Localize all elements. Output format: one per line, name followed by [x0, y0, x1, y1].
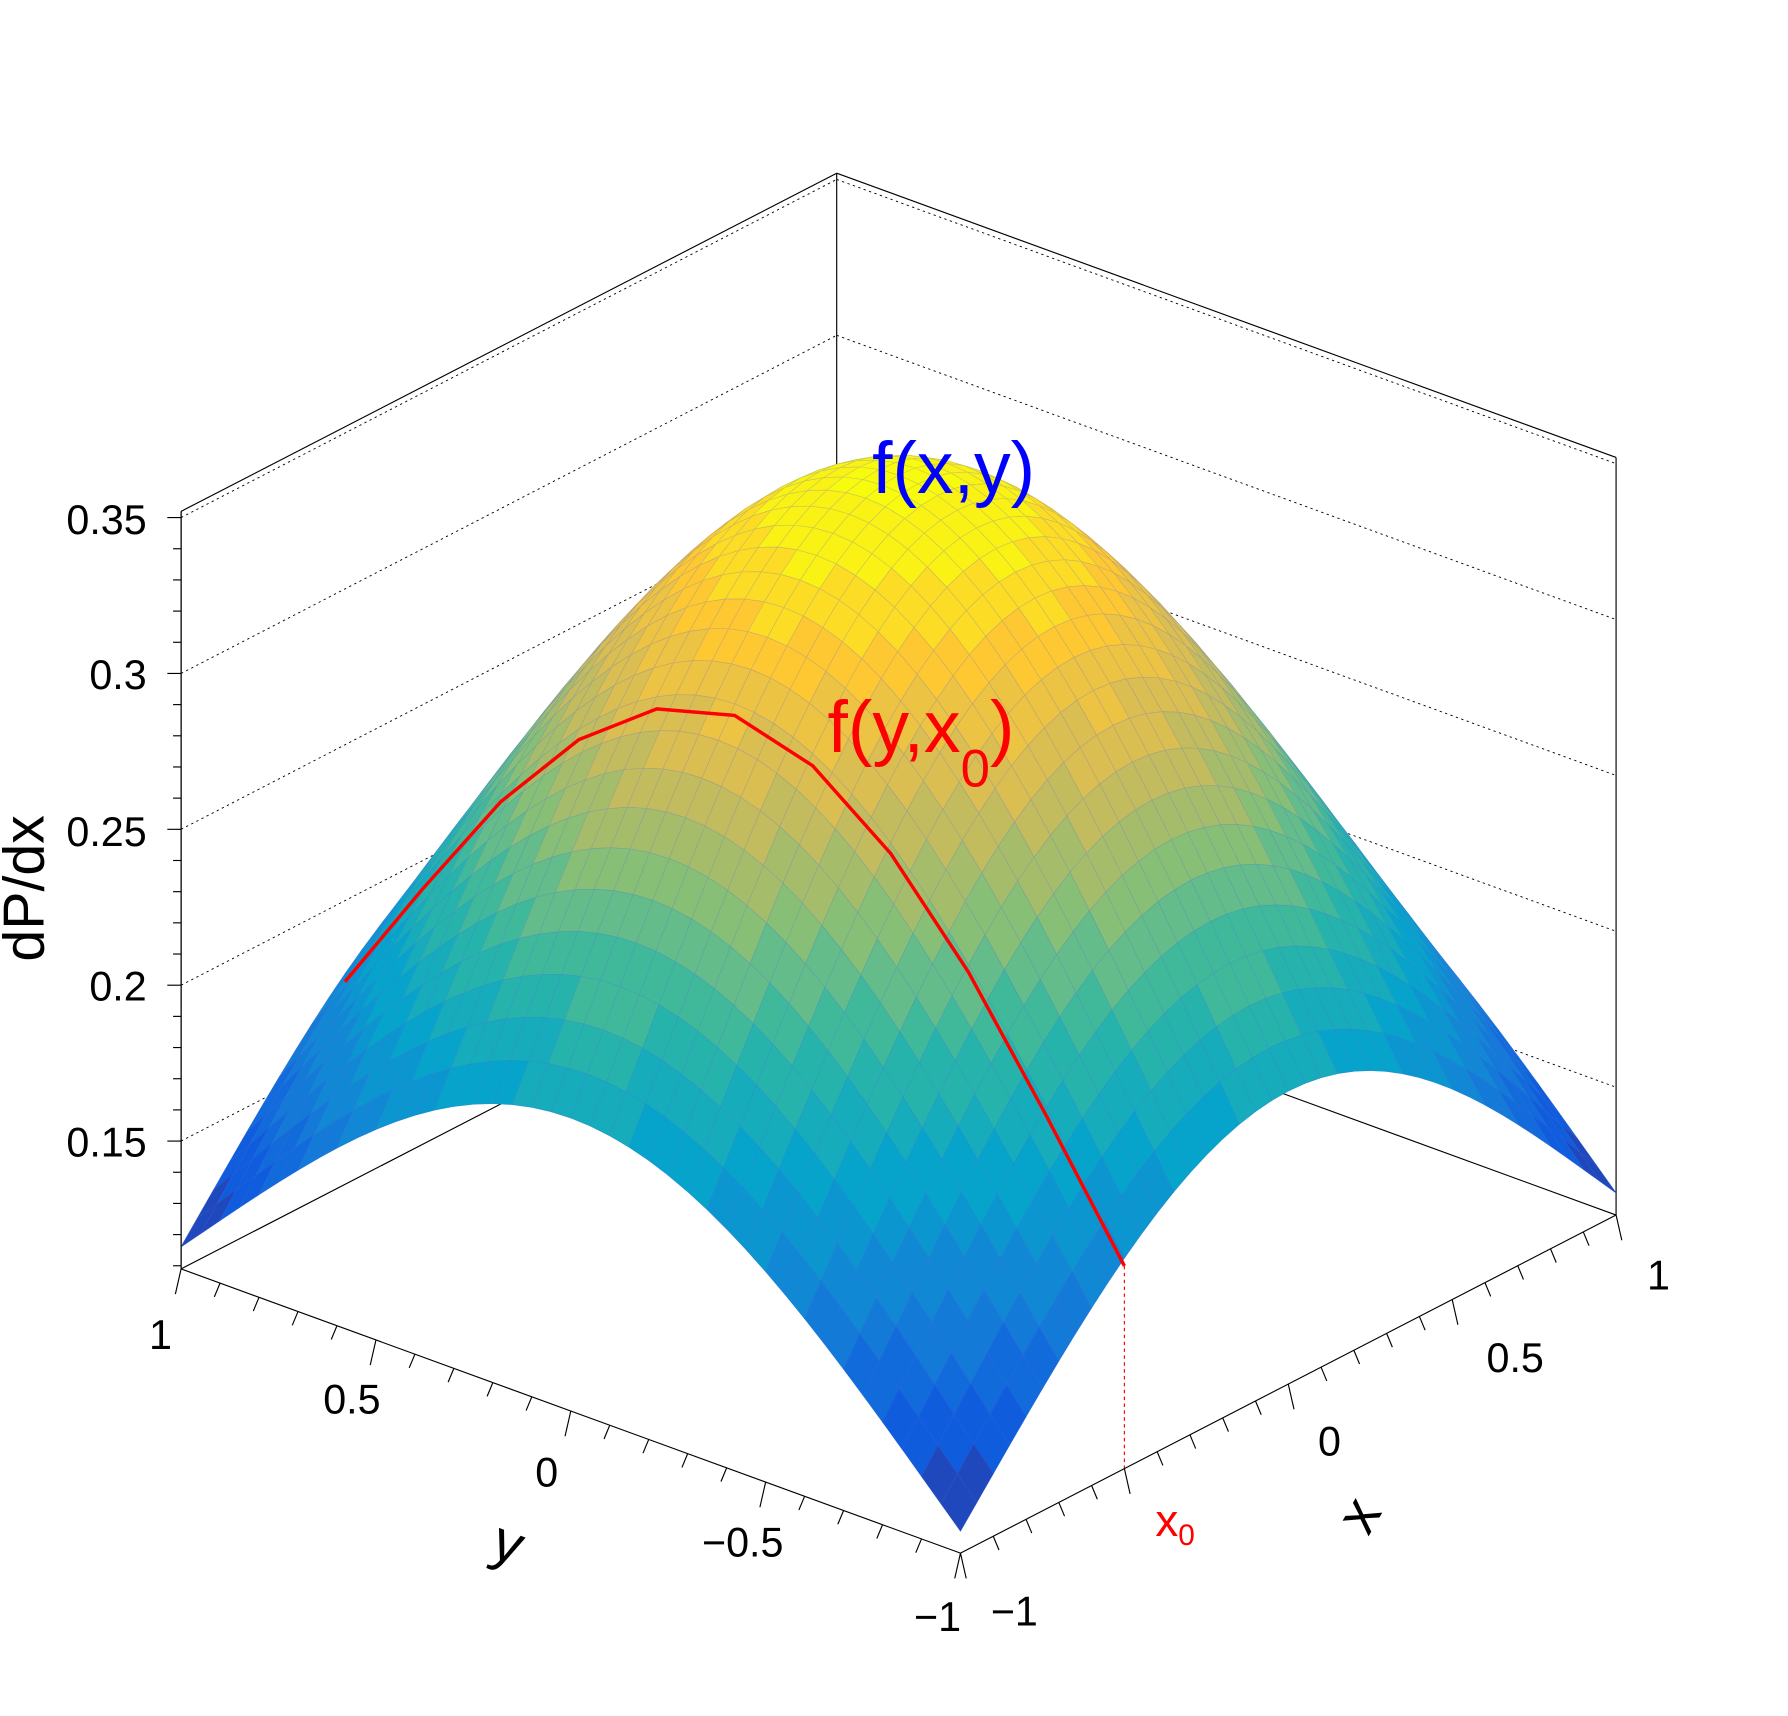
x-minor-tick — [1517, 1265, 1524, 1280]
x-major-tick — [959, 1553, 967, 1579]
y-minor-tick — [720, 1467, 728, 1482]
y-tick-label: 1 — [149, 1312, 172, 1358]
x-minor-tick — [1353, 1350, 1361, 1365]
x-major-tick — [1287, 1383, 1295, 1410]
y-minor-tick — [915, 1538, 923, 1553]
x-minor-tick — [1320, 1366, 1328, 1382]
gridline — [180, 334, 837, 674]
gridline — [836, 334, 1617, 621]
x-major-tick — [1123, 1468, 1131, 1494]
y-major-tick — [174, 1268, 182, 1295]
x-minor-tick — [1418, 1316, 1426, 1331]
x-major-tick — [1615, 1214, 1623, 1241]
z-tick-label: 0.25 — [66, 809, 146, 855]
x-axis-title: x — [1324, 1486, 1394, 1543]
y-minor-tick — [603, 1425, 611, 1440]
y-tick-label: −0.5 — [702, 1520, 783, 1566]
x-minor-tick — [1254, 1400, 1262, 1415]
surface-label: f(x,y) — [872, 427, 1035, 509]
surface-cell — [1579, 1152, 1617, 1194]
box-top-edge — [180, 172, 837, 512]
y-minor-tick — [447, 1368, 455, 1383]
x0-marker-label: x0 — [1155, 1495, 1195, 1552]
y-minor-tick — [798, 1496, 806, 1511]
y-minor-tick — [681, 1453, 689, 1468]
y-minor-tick — [642, 1439, 650, 1454]
y-minor-tick — [252, 1297, 260, 1312]
x-minor-tick — [1582, 1231, 1590, 1246]
x-minor-tick — [1025, 1519, 1033, 1534]
y-major-tick — [954, 1553, 962, 1579]
z-tick-label: 0.35 — [66, 497, 146, 543]
y-minor-tick — [330, 1325, 338, 1340]
x-tick-label: 0 — [1318, 1419, 1341, 1465]
y-major-tick — [564, 1410, 572, 1437]
z-tick-label: 0.15 — [66, 1120, 146, 1166]
y-minor-tick — [525, 1396, 533, 1411]
x-minor-tick — [1189, 1434, 1197, 1449]
x-minor-tick — [992, 1536, 1000, 1551]
y-major-tick — [759, 1481, 767, 1508]
y-minor-tick — [837, 1510, 845, 1525]
x-minor-tick — [1549, 1248, 1557, 1263]
y-minor-tick — [291, 1311, 299, 1326]
y-minor-tick — [408, 1353, 416, 1369]
x-minor-tick — [1156, 1451, 1164, 1466]
x-tick-label: −1 — [991, 1588, 1038, 1634]
x-minor-tick — [1222, 1417, 1229, 1432]
x-minor-tick — [1484, 1282, 1492, 1297]
y-axis-title: y — [484, 1508, 533, 1578]
z-axis-title: dP/dx — [0, 815, 57, 962]
y-minor-tick — [876, 1524, 884, 1539]
gridline — [180, 179, 837, 518]
y-minor-tick — [486, 1382, 494, 1397]
x-minor-tick — [1386, 1333, 1393, 1348]
y-tick-label: 0.5 — [323, 1376, 380, 1422]
y-minor-tick — [213, 1282, 221, 1298]
x-major-tick — [1451, 1299, 1459, 1325]
y-major-tick — [369, 1339, 377, 1366]
gridline — [836, 179, 1617, 465]
x-tick-label: 0.5 — [1487, 1335, 1544, 1381]
x-minor-tick — [1091, 1485, 1098, 1500]
z-tick-label: 0.2 — [89, 964, 146, 1010]
box-top-edge — [836, 172, 1617, 459]
x-minor-tick — [1058, 1502, 1066, 1517]
z-tick-label: 0.3 — [89, 652, 146, 698]
x-tick-label: 1 — [1647, 1253, 1670, 1299]
y-tick-label: 0 — [535, 1450, 558, 1496]
surface — [180, 455, 1617, 1532]
y-tick-label: −1 — [914, 1594, 961, 1640]
